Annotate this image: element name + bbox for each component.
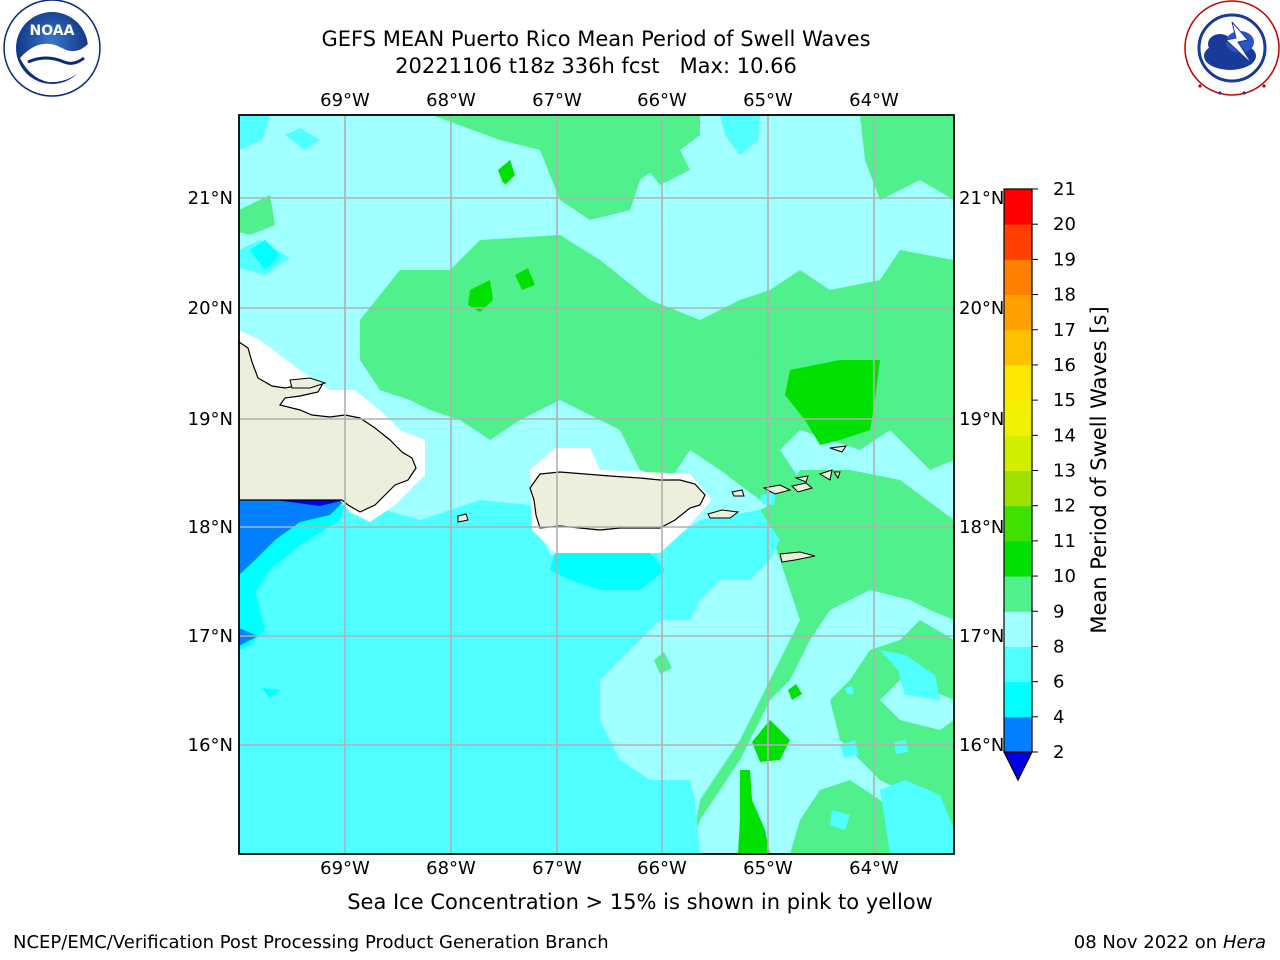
lon-labels-bottom: 69°W 68°W 67°W 66°W 65°W 64°W — [320, 858, 899, 879]
colorbar-swatch — [1004, 505, 1032, 542]
lat-labels-right: 21°N 20°N 19°N 18°N 17°N 16°N — [959, 188, 1004, 756]
colorbar-swatch — [1004, 681, 1032, 718]
lon-label: 65°W — [743, 858, 793, 879]
lon-label: 64°W — [849, 90, 899, 111]
contour-fill-10-11 — [468, 160, 880, 854]
colorbar-tick-label: 15 — [1053, 390, 1076, 411]
colorbar-tick-label: 8 — [1053, 636, 1064, 657]
contour-fill-6-8 — [239, 115, 954, 854]
map-gridlines — [239, 115, 954, 854]
lat-label: 16°N — [188, 735, 233, 756]
colorbar-tick-label: 14 — [1053, 425, 1076, 446]
title-line-1: GEFS MEAN Puerto Rico Mean Period of Swe… — [321, 27, 871, 51]
colorbar-tick-label: 19 — [1053, 249, 1076, 270]
host-name: Hera — [1222, 932, 1266, 953]
land-hispaniola — [239, 341, 417, 513]
lat-label: 21°N — [188, 188, 233, 209]
lat-label: 18°N — [188, 517, 233, 538]
lon-label: 67°W — [532, 90, 582, 111]
contour-fill-2-4 — [239, 500, 345, 646]
colorbar-swatch — [1004, 611, 1032, 647]
colorbar-tick-label: 11 — [1053, 531, 1076, 552]
colorbar-swatch — [1004, 294, 1032, 331]
contour-fill-below-2 — [275, 500, 345, 506]
lon-label: 66°W — [637, 858, 687, 879]
lon-label: 68°W — [426, 90, 476, 111]
noaa-logo: NOAA — [3, 0, 101, 97]
lat-label: 19°N — [188, 409, 233, 430]
lat-label: 21°N — [959, 188, 1004, 209]
run-date: 08 Nov 2022 on Hera — [1074, 932, 1266, 953]
colorbar-tick-label: 17 — [1053, 320, 1076, 341]
lon-label: 64°W — [849, 858, 899, 879]
sea-ice-note: Sea Ice Concentration > 15% is shown in … — [347, 890, 933, 914]
colorbar-swatch — [1004, 364, 1032, 401]
colorbar-swatch — [1004, 224, 1032, 260]
map-plot-area — [239, 115, 954, 854]
colorbar-swatch — [1004, 646, 1032, 683]
lon-label: 69°W — [320, 858, 370, 879]
colorbar-tick-label: 21 — [1053, 179, 1076, 200]
colorbar-tick-label: 18 — [1053, 285, 1076, 306]
map-frame — [238, 114, 955, 855]
colorbar-swatch — [1004, 189, 1032, 225]
colorbar-tick-label: 6 — [1053, 672, 1064, 693]
lon-labels-top: 69°W 68°W 67°W 66°W 65°W 64°W — [320, 90, 899, 111]
colorbar-under-triangle — [1003, 751, 1033, 782]
colorbar-tick-label: 16 — [1053, 355, 1076, 376]
colorbar-swatch — [1004, 576, 1032, 612]
colorbar-label: Mean Period of Swell Waves [s] — [1087, 306, 1111, 633]
colorbar-tick-label: 4 — [1053, 707, 1064, 728]
lon-label: 69°W — [320, 90, 370, 111]
lat-label: 16°N — [959, 735, 1004, 756]
colorbar-tick-label: 13 — [1053, 461, 1076, 482]
run-date-text: 08 Nov 2022 on — [1073, 932, 1218, 953]
colorbar-swatch — [1004, 400, 1032, 436]
lat-label: 19°N — [959, 409, 1004, 430]
colorbar-tick-label: 9 — [1053, 601, 1064, 622]
lat-label: 17°N — [188, 626, 233, 647]
colorbar-swatch — [1004, 329, 1032, 366]
credit-text: NCEP/EMC/Verification Post Processing Pr… — [13, 932, 609, 953]
land-small-islands — [289, 377, 848, 563]
lat-label: 18°N — [959, 517, 1004, 538]
lon-label: 67°W — [532, 858, 582, 879]
colorbar-swatch — [1004, 540, 1032, 577]
lon-label: 65°W — [743, 90, 793, 111]
colorbar-tick-label: 12 — [1053, 496, 1076, 517]
colorbar-swatch — [1004, 470, 1032, 507]
colorbar-swatch — [1004, 435, 1032, 471]
lat-labels-left: 21°N 20°N 19°N 18°N 17°N 16°N — [188, 188, 233, 756]
colorbar-tick-label: 20 — [1053, 214, 1076, 235]
lat-label: 20°N — [188, 298, 233, 319]
nws-logo — [1184, 0, 1280, 96]
colorbar: 2 4 6 8 9 10 11 12 13 14 15 16 17 18 19 20 21 — [1003, 179, 1076, 782]
noaa-logo-name: NOAA — [30, 23, 75, 39]
lon-label: 66°W — [637, 90, 687, 111]
lat-label: 20°N — [959, 298, 1004, 319]
colorbar-swatch — [1004, 259, 1032, 296]
colorbar-tick-label: 10 — [1053, 566, 1076, 587]
colorbar-swatch — [1004, 716, 1032, 753]
title-line-2: 20221106 t18z 336h fcst Max: 10.66 — [395, 54, 797, 78]
lat-label: 17°N — [959, 626, 1004, 647]
colorbar-tick-label: 2 — [1053, 742, 1064, 763]
lon-label: 68°W — [426, 858, 476, 879]
